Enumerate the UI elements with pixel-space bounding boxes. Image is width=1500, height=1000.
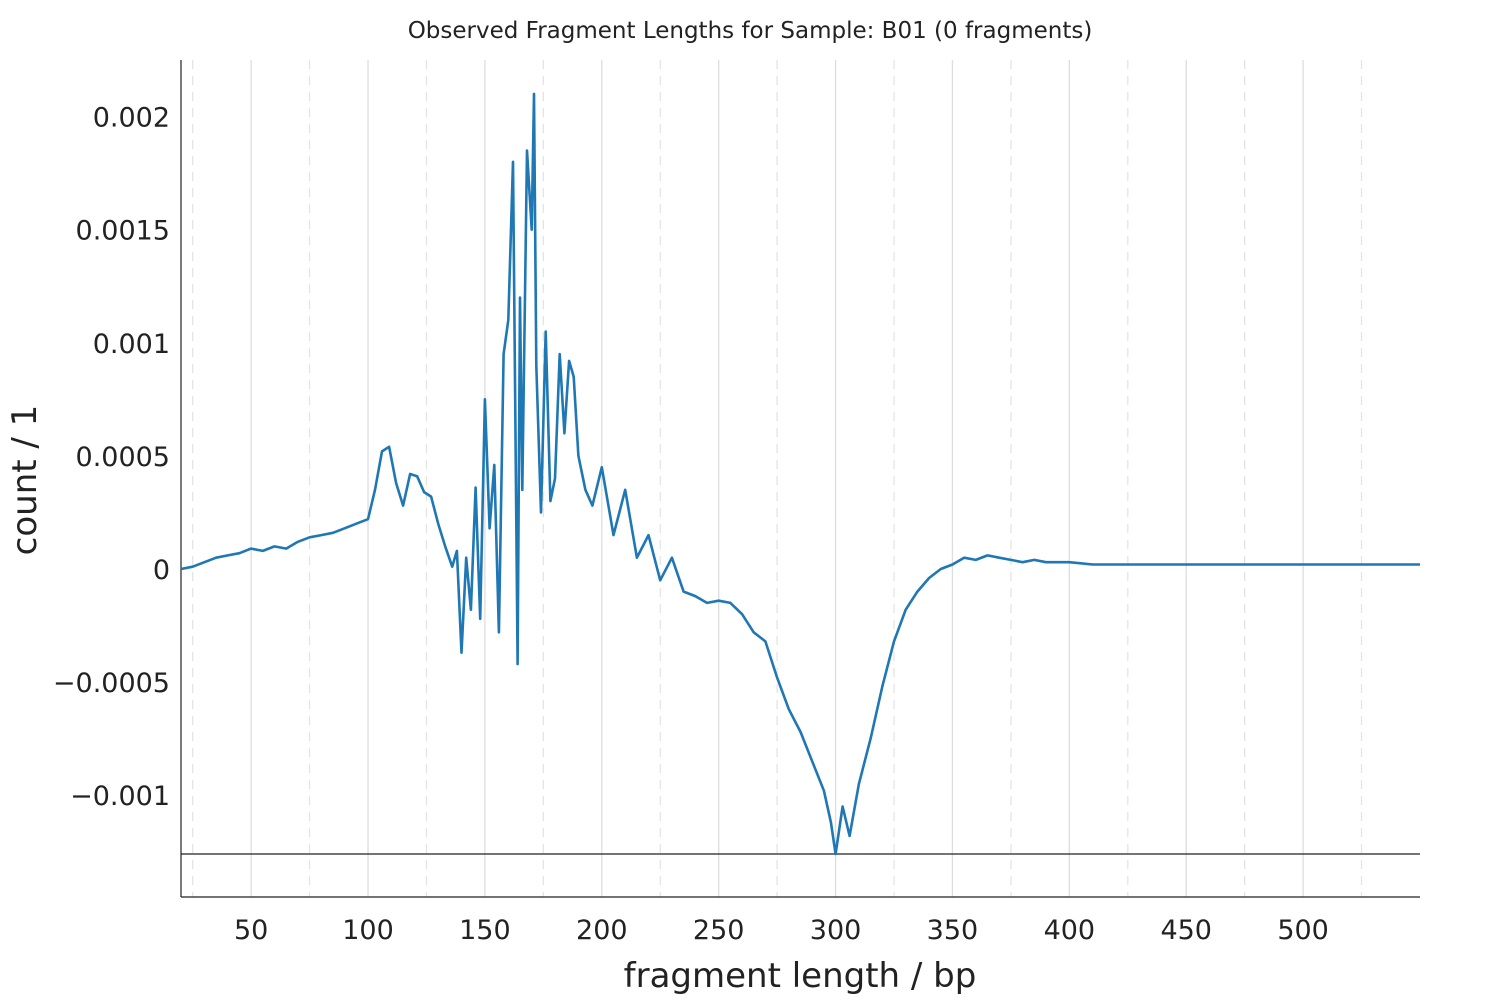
x-tick-label: 50 — [234, 915, 268, 946]
x-tick-label: 200 — [576, 915, 628, 946]
y-tick-label: 0.0015 — [76, 216, 170, 247]
x-tick-label: 100 — [342, 915, 394, 946]
tick-labels: 50 100 150 200 250 300 350 400 450 500 0.002 0.0015… — [53, 103, 1329, 946]
y-tick-label: −0.001 — [70, 781, 170, 812]
y-axis-label: count / 1 — [5, 405, 45, 556]
x-tick-label: 450 — [1160, 915, 1212, 946]
y-tick-label: 0.001 — [93, 329, 170, 360]
grid-layer — [192, 60, 1363, 897]
y-tick-label: 0 — [153, 555, 170, 586]
y-tick-label: 0.002 — [93, 103, 170, 134]
axes-spines — [180, 60, 1420, 898]
chart-title: Observed Fragment Lengths for Sample: B0… — [408, 18, 1093, 44]
x-tick-label: 300 — [810, 915, 862, 946]
x-axis-label: fragment length / bp — [624, 956, 977, 996]
x-tick-label: 350 — [927, 915, 979, 946]
series-layer — [180, 92, 1420, 856]
x-tick-label: 250 — [693, 915, 745, 946]
x-tick-label: 150 — [459, 915, 511, 946]
x-tick-label: 400 — [1044, 915, 1096, 946]
y-tick-label: 0.0005 — [76, 442, 170, 473]
y-tick-label: −0.0005 — [53, 668, 170, 699]
series-line — [180, 92, 1420, 856]
x-tick-label: 500 — [1277, 915, 1329, 946]
